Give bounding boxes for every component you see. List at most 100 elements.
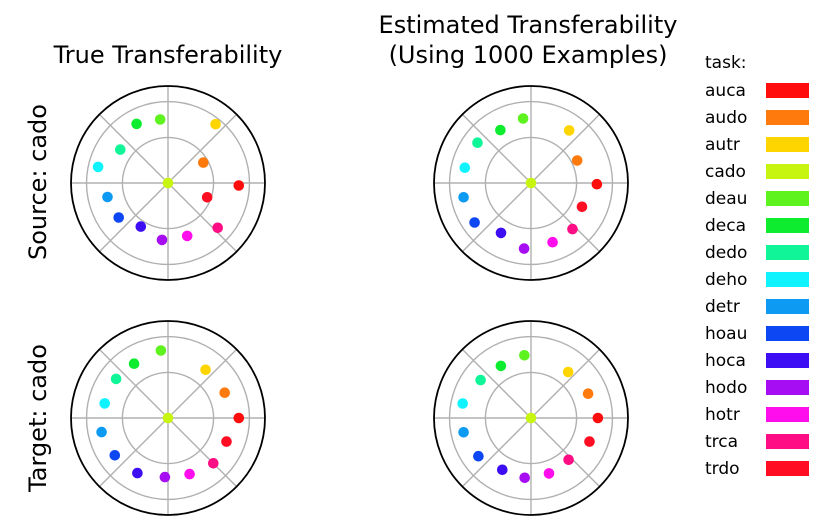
data-points xyxy=(96,345,245,483)
grid-spoke-45 xyxy=(530,348,601,419)
point-detr xyxy=(458,192,469,203)
point-auca xyxy=(233,180,245,191)
grid-spoke-225 xyxy=(461,182,532,253)
point-hodo xyxy=(518,243,530,254)
legend-label-dedo: dedo xyxy=(705,243,747,263)
point-hoca xyxy=(495,227,507,239)
point-hotr xyxy=(543,468,555,479)
point-autr xyxy=(210,118,221,130)
point-deca xyxy=(131,118,142,130)
legend-label-deho: deho xyxy=(705,270,747,290)
legend-swatch-auca xyxy=(766,83,809,98)
data-points xyxy=(92,114,245,246)
legend-label-hotr: hotr xyxy=(705,405,740,425)
legend-swatch-hodo xyxy=(766,380,809,395)
legend-label-trca: trca xyxy=(705,432,738,452)
point-detr xyxy=(458,427,469,438)
point-deho xyxy=(459,162,471,173)
point-hotr xyxy=(181,230,193,242)
legend-swatch-detr xyxy=(766,299,809,314)
point-deho xyxy=(92,161,104,173)
point-auca xyxy=(592,412,604,424)
point-hoau xyxy=(113,212,124,223)
legend-label-hoau: hoau xyxy=(705,324,747,344)
row-label-source: Source: cado xyxy=(24,104,52,260)
data-points xyxy=(457,350,604,484)
grid-spoke-225 xyxy=(98,182,169,253)
panel-true-target xyxy=(70,320,266,516)
legend-swatch-deca xyxy=(766,218,809,233)
legend-label-detr: detr xyxy=(705,297,740,317)
grid-spoke-135 xyxy=(98,113,169,184)
point-audo xyxy=(198,157,209,168)
grid-spoke-135 xyxy=(461,348,532,419)
legend-label-deca: deca xyxy=(705,216,746,236)
legend-label-cado: cado xyxy=(705,162,746,182)
legend-swatch-dedo xyxy=(766,245,809,260)
point-hoca xyxy=(135,221,147,232)
point-trdo xyxy=(221,436,232,447)
polar-frame xyxy=(433,320,629,516)
legend-label-deau: deau xyxy=(705,189,747,209)
panel-true-source xyxy=(70,85,266,281)
polar-frame xyxy=(70,320,266,516)
col-title-estimated: Estimated Transferability xyxy=(379,11,678,39)
point-deca xyxy=(495,124,506,136)
legend-swatch-trca xyxy=(766,434,809,449)
legend-swatch-trdo xyxy=(766,461,809,476)
point-audo xyxy=(571,155,583,166)
point-hoca xyxy=(497,464,508,476)
point-cado xyxy=(525,177,537,189)
point-trdo xyxy=(576,201,588,213)
point-detr xyxy=(102,191,113,203)
point-hoau xyxy=(473,450,484,462)
point-trdo xyxy=(584,436,595,447)
legend-label-auca: auca xyxy=(705,81,746,101)
legend-label-trdo: trdo xyxy=(705,459,740,479)
point-hodo xyxy=(519,472,530,484)
point-trca xyxy=(563,454,574,466)
point-hoca xyxy=(132,467,143,479)
col-title-estimated-sub: (Using 1000 Examples) xyxy=(389,41,668,69)
point-hodo xyxy=(156,234,168,246)
row-label-target: Target: cado xyxy=(24,344,52,493)
legend-label-hoca: hoca xyxy=(705,351,746,371)
polar-grid xyxy=(71,321,265,515)
legend-swatch-hoca xyxy=(766,353,809,368)
point-autr xyxy=(200,364,211,376)
grid-spoke-315 xyxy=(530,417,601,488)
grid-spoke-45 xyxy=(167,113,238,184)
point-auca xyxy=(233,412,245,424)
point-deau xyxy=(154,114,166,125)
legend-label-audo: audo xyxy=(705,108,747,128)
grid-spoke-45 xyxy=(167,348,238,419)
grid-spoke-225 xyxy=(98,417,169,488)
point-auca xyxy=(591,178,603,190)
grid-spoke-315 xyxy=(167,182,238,253)
polar-frame xyxy=(433,85,629,281)
panel-estimated-source xyxy=(433,85,629,281)
point-deau xyxy=(155,345,167,356)
col-title-true: True Transferability xyxy=(53,41,283,69)
legend-swatch-hoau xyxy=(766,326,809,341)
grid-spoke-315 xyxy=(167,417,238,488)
polar-frame xyxy=(70,85,266,281)
point-trca xyxy=(212,222,223,234)
point-deau xyxy=(519,350,530,361)
point-dedo xyxy=(475,374,486,386)
point-autr xyxy=(562,366,574,378)
point-deca xyxy=(495,360,507,372)
grid-spoke-135 xyxy=(98,348,169,419)
legend-swatch-autr xyxy=(766,137,809,152)
point-dedo xyxy=(115,144,126,155)
point-hotr xyxy=(547,236,558,248)
point-audo xyxy=(582,388,594,400)
point-cado xyxy=(162,412,174,424)
point-dedo xyxy=(110,373,122,385)
grid-spoke-225 xyxy=(461,417,532,488)
data-points xyxy=(458,113,603,254)
legend-swatch-hotr xyxy=(766,407,809,422)
point-deho xyxy=(99,398,110,409)
point-hotr xyxy=(184,468,195,480)
